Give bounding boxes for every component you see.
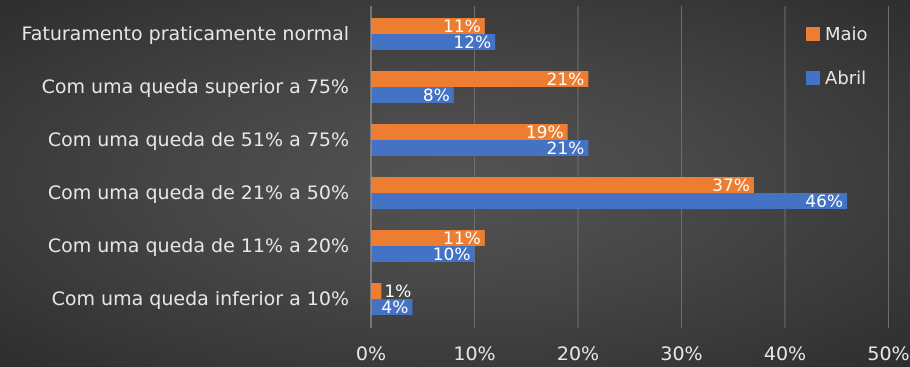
data-label-maio: 37% <box>712 176 750 196</box>
data-label-abril: 12% <box>453 33 491 53</box>
x-tick-label: 0% <box>356 343 386 365</box>
legend-label: Abril <box>825 68 866 89</box>
data-label-maio: 11% <box>443 17 481 37</box>
bars: 11%12%21%8%19%21%37%46%11%10%1%4% <box>371 17 848 318</box>
legend-label: Maio <box>825 24 868 45</box>
bar-maio <box>371 71 589 87</box>
data-label-abril: 46% <box>805 192 843 212</box>
data-label-maio: 21% <box>547 70 585 90</box>
x-tick-label: 40% <box>764 343 806 365</box>
data-label-abril: 8% <box>423 86 450 106</box>
x-tick-label: 50% <box>867 343 909 365</box>
data-label-maio: 1% <box>384 282 411 302</box>
category-label: Com uma queda de 51% a 75% <box>48 129 349 151</box>
x-tick-label: 20% <box>557 343 599 365</box>
grid-lines <box>474 6 889 328</box>
category-label: Com uma queda superior a 75% <box>42 76 349 98</box>
bar-maio <box>371 230 485 246</box>
bar-abril <box>371 87 454 103</box>
x-tick-label: 10% <box>453 343 495 365</box>
category-label: Com uma queda de 11% a 20% <box>48 235 349 257</box>
x-tick-label: 30% <box>660 343 702 365</box>
category-label: Com uma queda de 21% a 50% <box>48 182 349 204</box>
bar-maio <box>371 177 754 193</box>
data-label-maio: 19% <box>526 123 564 143</box>
data-label-abril: 21% <box>547 139 585 159</box>
bar-abril <box>371 299 413 315</box>
legend: Maio Abril <box>806 24 868 89</box>
category-label: Com uma queda inferior a 10% <box>52 288 349 310</box>
bar-maio <box>371 283 382 299</box>
category-label: Faturamento praticamente normal <box>22 23 349 45</box>
bar-abril <box>371 193 848 209</box>
bar-abril <box>371 246 475 262</box>
data-label-abril: 10% <box>433 245 471 265</box>
data-label-abril: 4% <box>381 298 408 318</box>
legend-swatch <box>806 71 820 85</box>
bar-abril <box>371 34 496 50</box>
bar-abril <box>371 140 589 156</box>
data-label-maio: 11% <box>443 229 481 249</box>
axes: 0% 10% 20% 30% 40% 50% Faturamento praticament… <box>22 6 910 365</box>
bar-maio <box>371 124 568 140</box>
legend-swatch <box>806 27 820 41</box>
bar-maio <box>371 18 485 34</box>
